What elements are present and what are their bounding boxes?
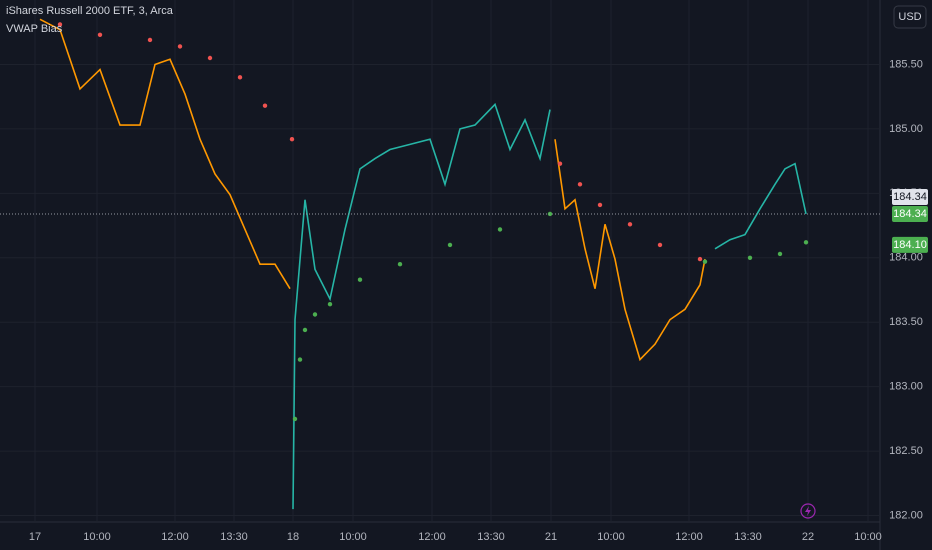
vwap-dot bbox=[597, 202, 603, 208]
grid bbox=[0, 0, 880, 522]
vwap-dot bbox=[97, 32, 103, 37]
x-tick-label: 10:00 bbox=[83, 531, 111, 543]
vwap-dot bbox=[627, 222, 633, 227]
price-line bbox=[39, 18, 291, 290]
vwap-dot bbox=[803, 240, 809, 245]
vwap-dot bbox=[397, 262, 403, 267]
y-tick-label: 182.00 bbox=[889, 509, 923, 521]
x-tick-label: 13:30 bbox=[220, 531, 248, 543]
currency-label[interactable]: USD bbox=[898, 11, 921, 23]
x-tick-label: 22 bbox=[802, 531, 814, 543]
event-icon[interactable] bbox=[800, 503, 816, 519]
price-line bbox=[292, 102, 551, 510]
x-tick-label: 13:30 bbox=[477, 531, 505, 543]
y-tick-label: 182.50 bbox=[889, 445, 923, 457]
price-line bbox=[554, 139, 706, 362]
chart-title: iShares Russell 2000 ETF, 3, Arca bbox=[6, 5, 174, 17]
price-label: 184.34 bbox=[893, 208, 927, 220]
vwap-dot bbox=[497, 227, 503, 232]
vwap-dot bbox=[357, 277, 363, 282]
vwap-dot bbox=[292, 416, 298, 422]
event-bolt bbox=[805, 506, 811, 516]
y-tick-label: 185.00 bbox=[889, 123, 923, 135]
x-tick-label: 13:30 bbox=[734, 531, 762, 543]
y-tick-label: 185.50 bbox=[889, 58, 923, 70]
x-tick-label: 12:00 bbox=[675, 531, 703, 543]
vwap-dot bbox=[297, 357, 303, 362]
vwap-dot bbox=[237, 75, 243, 80]
x-tick-label: 21 bbox=[545, 531, 557, 543]
vwap-dot bbox=[547, 211, 553, 217]
vwap-dot bbox=[207, 55, 213, 61]
x-tick-label: 17 bbox=[29, 531, 41, 543]
price-label: 184.34 bbox=[893, 191, 927, 203]
vwap-dot bbox=[777, 251, 783, 257]
vwap-dot bbox=[577, 182, 583, 187]
vwap-dot bbox=[262, 103, 268, 108]
y-tick-label: 183.50 bbox=[889, 316, 923, 328]
plot bbox=[0, 18, 880, 510]
x-tick-label: 18 bbox=[287, 531, 299, 543]
vwap-dot bbox=[312, 312, 318, 317]
x-tick-label: 12:00 bbox=[161, 531, 189, 543]
x-tick-label: 10:00 bbox=[339, 531, 367, 543]
vwap-dot bbox=[147, 37, 153, 43]
vwap-dot bbox=[447, 242, 453, 248]
vwap-dot bbox=[302, 327, 308, 333]
indicator-name[interactable]: VWAP Bias bbox=[6, 23, 63, 35]
price-line bbox=[714, 162, 807, 250]
vwap-dot bbox=[697, 256, 703, 262]
vwap-dot bbox=[747, 255, 753, 260]
x-tick-label: 12:00 bbox=[418, 531, 446, 543]
vwap-dot bbox=[557, 161, 563, 166]
price-label-box bbox=[892, 236, 928, 253]
x-tick-label: 10:00 bbox=[597, 531, 625, 543]
vwap-dot bbox=[657, 242, 663, 248]
currency-button[interactable] bbox=[893, 5, 927, 29]
x-tick-label: 10:00 bbox=[854, 531, 882, 543]
y-tick-label: 183.00 bbox=[889, 381, 923, 393]
y-tick-label: 184.00 bbox=[889, 252, 923, 264]
vwap-dot bbox=[289, 137, 295, 142]
vwap-dot bbox=[327, 301, 333, 307]
vwap-dot bbox=[702, 259, 708, 264]
price-label: 184.10 bbox=[893, 239, 927, 251]
price-label-box bbox=[892, 205, 928, 222]
vwap-dot bbox=[177, 44, 183, 49]
price-label-box bbox=[892, 188, 928, 205]
vwap-dot bbox=[57, 22, 63, 27]
